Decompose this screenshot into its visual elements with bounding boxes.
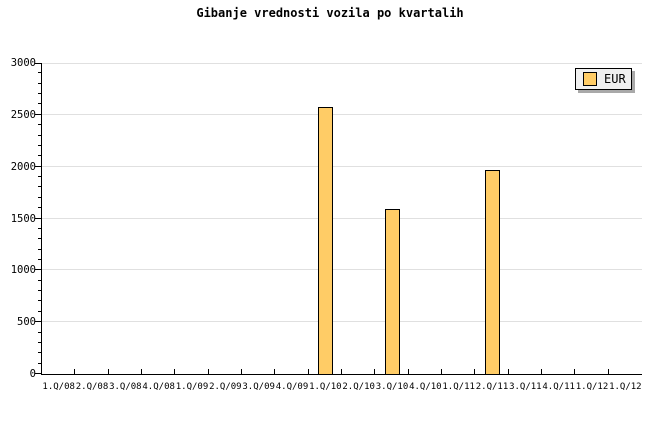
x-axis-label: 4.Q/10 <box>409 382 442 392</box>
x-axis-label: 4.Q/08 <box>142 382 175 392</box>
x-axis-tick <box>274 369 276 374</box>
legend: EUR <box>575 68 632 90</box>
y-axis-minor-tick <box>38 279 41 281</box>
x-axis-label: 1.Q/09 <box>175 382 209 392</box>
y-axis-minor-tick <box>38 134 41 136</box>
y-axis-minor-tick <box>38 124 41 126</box>
x-axis-label: 1.Q/08 <box>42 382 75 392</box>
y-axis-minor-tick <box>38 103 41 105</box>
y-axis-minor-tick <box>38 144 41 146</box>
y-axis-tick <box>35 113 41 115</box>
y-axis-tick <box>35 269 41 271</box>
y-axis-minor-tick <box>38 207 41 209</box>
y-axis-label: 2000 <box>10 160 36 173</box>
y-axis-label: 1000 <box>10 264 36 277</box>
y-axis-minor-tick <box>38 238 41 240</box>
y-axis-minor-tick <box>38 155 41 157</box>
y-axis-minor-tick <box>38 290 41 292</box>
y-axis-minor-tick <box>38 186 41 188</box>
x-axis-tick <box>441 369 442 374</box>
x-axis-tick <box>341 369 342 374</box>
bar-1-Q-10 <box>317 106 333 374</box>
x-axis-tick <box>307 369 309 374</box>
bar-3-Q-10 <box>384 209 400 374</box>
gridline <box>42 217 642 219</box>
gridline <box>42 269 642 271</box>
x-axis-label: 4.Q/09 <box>275 382 309 392</box>
x-axis-label: 2.Q/10 <box>342 382 375 392</box>
plot-area: 0 500 1000 1500 2000 2500 3000 1.Q/08 2.Q/08 3.Q/… <box>11 57 642 392</box>
y-axis-minor-tick <box>38 300 41 302</box>
x-axis-label: 3.Q/09 <box>242 382 275 392</box>
x-axis-label: 1.Q/12 <box>575 382 609 392</box>
legend-label: EUR <box>604 72 626 86</box>
y-axis-minor-tick <box>38 352 41 354</box>
y-axis-minor-tick <box>38 248 41 250</box>
x-axis-label: 3.Q/08 <box>109 382 142 392</box>
y-axis-minor-tick <box>38 341 41 343</box>
y-axis-label: 500 <box>17 316 36 329</box>
y-axis-minor-tick <box>38 258 41 260</box>
x-axis-tick <box>141 369 142 374</box>
x-axis-label: 1.Q/10 <box>309 382 342 392</box>
y-axis-minor-tick <box>38 310 41 312</box>
x-axis-tick <box>174 369 176 374</box>
y-axis-minor-tick <box>38 72 41 74</box>
x-axis-tick <box>241 369 242 374</box>
gridline <box>42 113 642 115</box>
x-axis-label: 1.Q/12 <box>609 382 642 392</box>
x-axis-tick <box>207 369 209 374</box>
x-axis-label: 4.Q/11 <box>542 382 575 392</box>
gridline <box>42 63 642 64</box>
x-axis-tick <box>541 369 542 374</box>
x-axis-tick <box>107 369 109 374</box>
y-axis-tick <box>35 63 41 64</box>
y-axis-minor-tick <box>38 176 41 178</box>
y-axis-minor-tick <box>38 331 41 333</box>
x-axis-tick <box>507 369 509 374</box>
y-axis-label: 3000 <box>10 57 36 69</box>
legend-swatch-icon <box>583 72 597 86</box>
y-axis-minor-tick <box>38 362 41 364</box>
gridline <box>42 321 642 323</box>
y-axis-minor-tick <box>38 227 41 229</box>
y-axis-minor-tick <box>38 196 41 198</box>
y-axis-tick <box>35 373 41 374</box>
chart-title: Gibanje vrednosti vozila po kvartalih <box>196 6 464 20</box>
y-axis-tick <box>35 217 41 219</box>
x-axis-tick <box>407 369 409 374</box>
x-axis-label: 2.Q/09 <box>209 382 242 392</box>
x-axis-label: 2.Q/11 <box>475 382 509 392</box>
y-axis-label: 2500 <box>10 108 36 121</box>
y-axis-minor-tick <box>38 93 41 95</box>
y-axis-label: 0 <box>29 368 36 380</box>
y-axis-label: 1500 <box>10 212 36 225</box>
x-axis-tick <box>574 369 576 374</box>
x-axis-label: 3.Q/11 <box>509 382 542 392</box>
x-axis-tick <box>74 369 76 374</box>
y-axis-tick <box>35 321 41 323</box>
x-axis-tick <box>607 369 609 374</box>
x-axis-tick <box>374 369 376 374</box>
x-axis-label: 2.Q/08 <box>75 382 109 392</box>
x-axis-label: 3.Q/10 <box>375 382 409 392</box>
y-axis-tick <box>35 165 41 167</box>
x-axis-label: 1.Q/11 <box>442 382 475 392</box>
x-axis-tick <box>474 369 476 374</box>
y-axis-minor-tick <box>38 82 41 84</box>
bar-2-Q-11 <box>484 169 500 374</box>
gridline <box>42 165 642 167</box>
